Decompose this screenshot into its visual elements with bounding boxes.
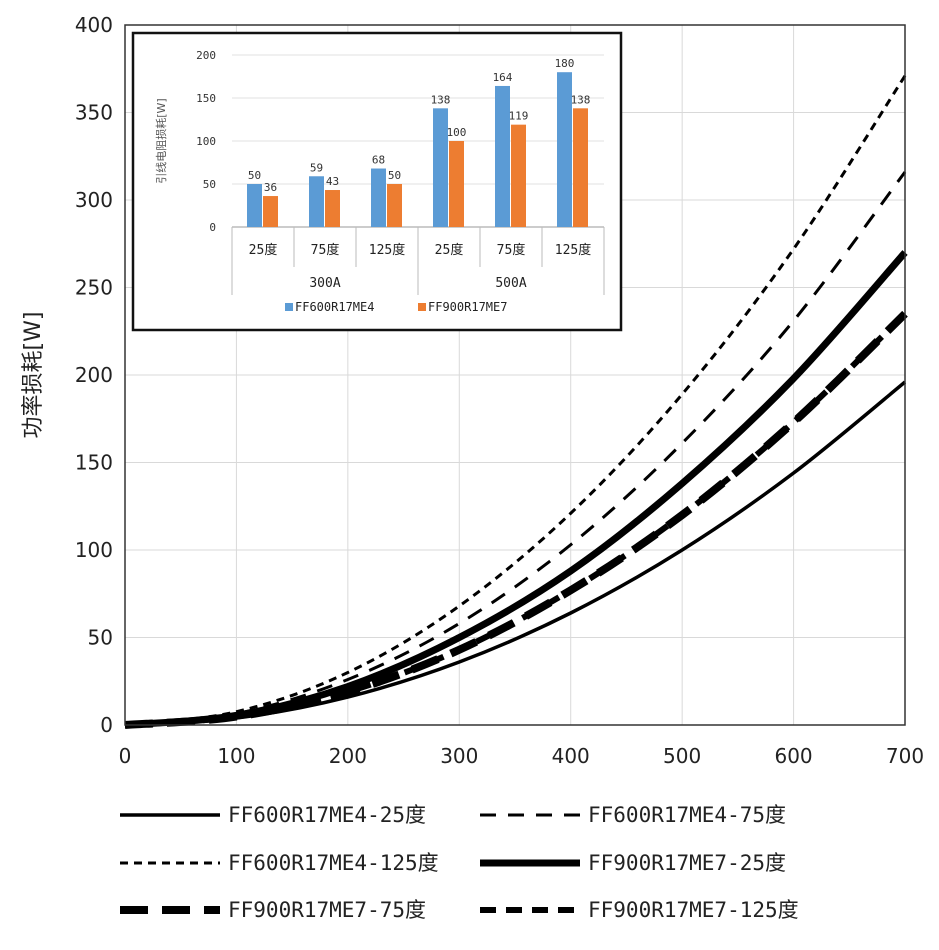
inset-category-label: 75度	[311, 242, 340, 258]
inset-data-label: 100	[447, 126, 467, 139]
inset-group-label: 300A	[309, 276, 340, 291]
inset-data-label: 50	[248, 169, 261, 182]
inset-bar-FF900R17ME7	[511, 124, 526, 227]
inset-data-label: 59	[310, 161, 323, 174]
inset-data-label: 68	[372, 154, 385, 167]
inset-data-label: 36	[264, 181, 277, 194]
inset-bar-FF900R17ME7	[263, 196, 278, 227]
legend-label: FF900R17ME7-125度	[588, 898, 799, 922]
inset-legend-label: FF900R17ME7	[428, 300, 507, 314]
y-tick-label: 400	[75, 13, 113, 37]
series-line-FF600R17ME4-125度	[124, 74, 907, 727]
inset-bar-FF600R17ME4	[433, 108, 448, 227]
inset-bar-FF900R17ME7	[573, 108, 588, 227]
inset-data-label: 164	[493, 71, 513, 84]
inset-category-label: 75度	[497, 242, 526, 258]
series-line-FF600R17ME4-25度	[124, 380, 907, 727]
inset-bar-FF600R17ME4	[247, 184, 262, 227]
inset-data-label: 138	[431, 93, 451, 106]
x-tick-label: 400	[552, 744, 590, 768]
x-tick-label: 600	[774, 744, 812, 768]
legend-label: FF600R17ME4-25度	[228, 803, 426, 827]
x-tick-label: 200	[329, 744, 367, 768]
inset-bar-FF900R17ME7	[325, 190, 340, 227]
inset-y-tick-label: 150	[196, 92, 216, 105]
x-tick-label: 700	[886, 744, 924, 768]
legend-label: FF900R17ME7-75度	[228, 898, 426, 922]
y-tick-label: 300	[75, 188, 113, 212]
x-tick-label: 0	[119, 744, 132, 768]
series-line-FF600R17ME4-75度	[124, 171, 907, 727]
inset-bar-FF600R17ME4	[495, 85, 510, 228]
y-tick-label: 50	[88, 626, 113, 650]
legend-label: FF600R17ME4-125度	[228, 851, 439, 875]
y-tick-label: 350	[75, 101, 113, 125]
inset-bar-FF600R17ME4	[371, 168, 386, 227]
y-axis-label: 功率损耗[W]	[21, 312, 46, 439]
inset-category-label: 25度	[249, 242, 278, 258]
inset-bar-FF900R17ME7	[387, 184, 402, 227]
inset-legend-swatch	[285, 303, 293, 311]
inset-group-label: 500A	[495, 276, 526, 291]
inset-bar-FF900R17ME7	[449, 141, 464, 227]
y-tick-label: 150	[75, 451, 113, 475]
inset-legend-label: FF600R17ME4	[295, 300, 374, 314]
x-tick-label: 100	[217, 744, 255, 768]
inset-y-tick-label: 0	[209, 221, 216, 234]
inset-category-label: 25度	[435, 242, 464, 258]
inset-legend-swatch	[418, 303, 426, 311]
series-line-FF900R17ME7-125度	[124, 311, 908, 728]
inset-data-label: 138	[571, 93, 591, 106]
axes: 0 100 200 300 400 500 600 700050100150200250300…	[21, 13, 924, 768]
inset-y-tick-label: 50	[203, 178, 216, 191]
legend: FF600R17ME4-25度 FF600R17ME4-75度 FF600R17ME…	[120, 803, 799, 922]
curves	[124, 74, 908, 729]
inset-data-label: 43	[326, 175, 339, 188]
inset-bar-FF600R17ME4	[557, 72, 572, 227]
x-tick-label: 300	[440, 744, 478, 768]
inset-bar-FF600R17ME4	[309, 176, 324, 227]
y-tick-label: 250	[75, 276, 113, 300]
inset-category-label: 125度	[555, 242, 591, 258]
x-tick-label: 500	[663, 744, 701, 768]
inset-data-label: 180	[555, 57, 575, 70]
plot-frame	[124, 24, 906, 726]
inset-data-label: 119	[509, 110, 529, 123]
y-tick-label: 100	[75, 538, 113, 562]
inset-y-axis-label: 引线电阻损耗[W]	[154, 98, 168, 183]
inset-y-tick-label: 100	[196, 135, 216, 148]
legend-label: FF900R17ME7-25度	[588, 851, 786, 875]
y-tick-label: 200	[75, 363, 113, 387]
inset-category-label: 125度	[369, 242, 405, 258]
legend-label: FF600R17ME4-75度	[588, 803, 786, 827]
inset-y-tick-label: 200	[196, 49, 216, 62]
inset-data-label: 50	[388, 169, 401, 182]
y-tick-label: 0	[100, 713, 113, 737]
